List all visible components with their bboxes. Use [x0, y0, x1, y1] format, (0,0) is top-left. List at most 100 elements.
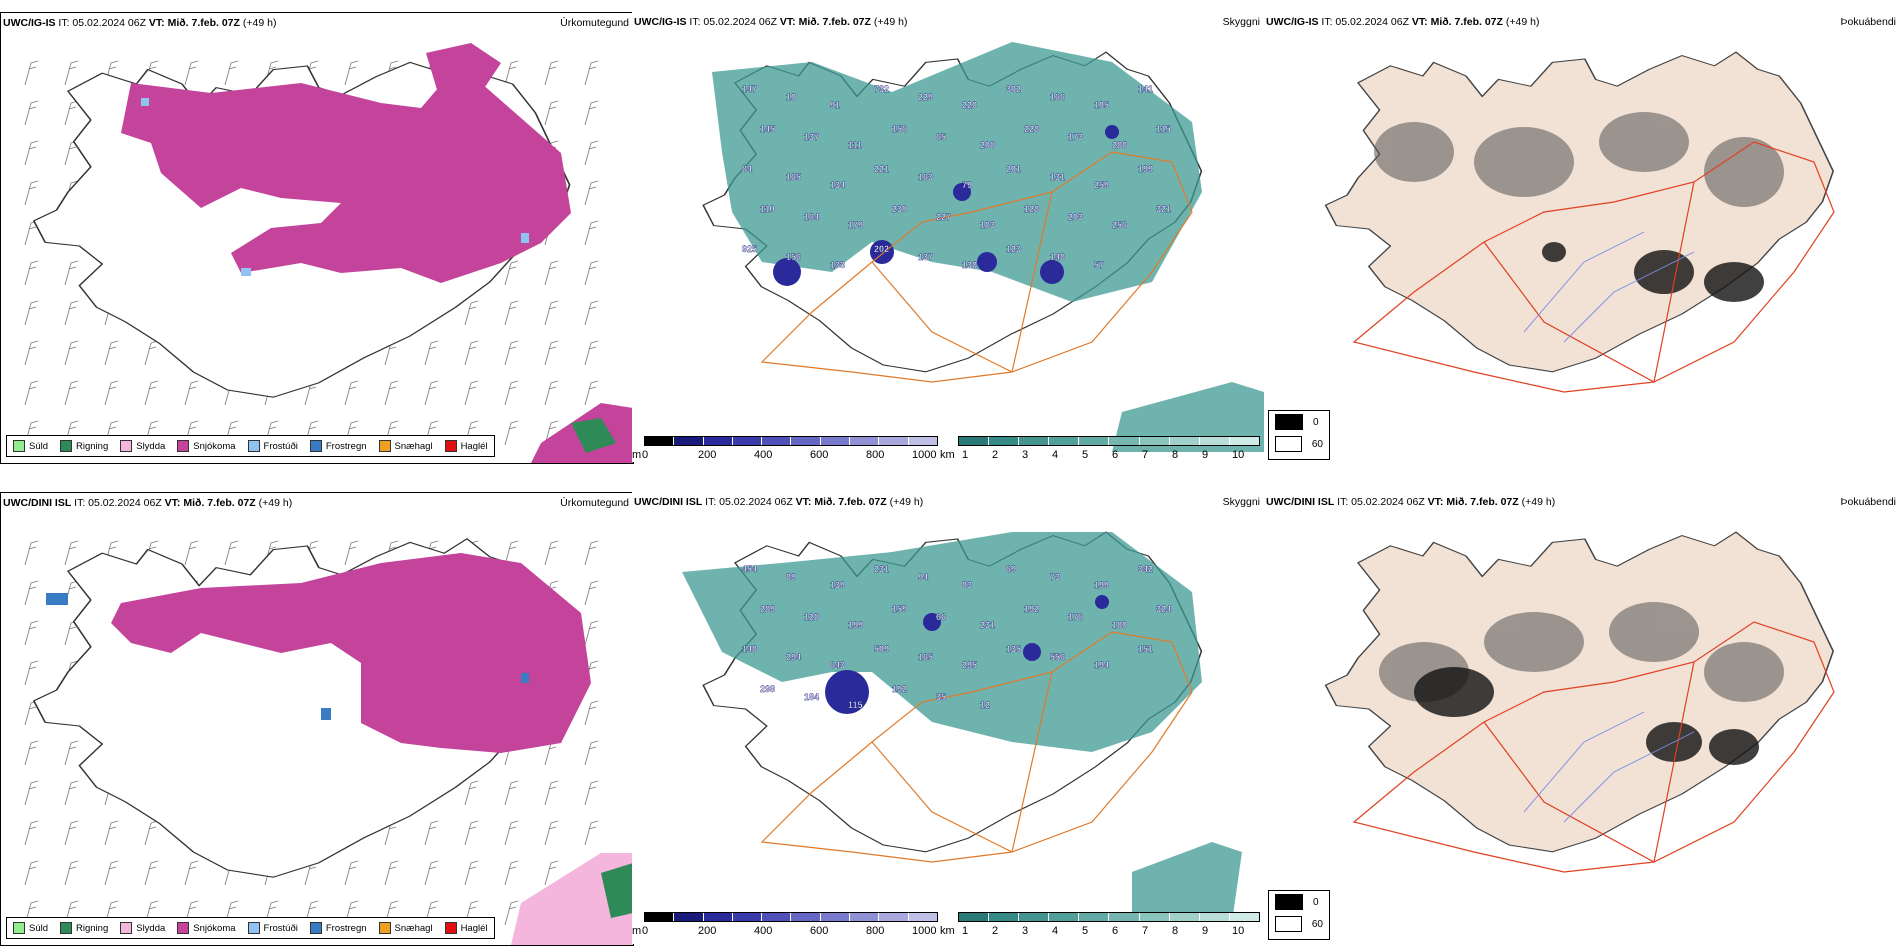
cloudbase-label: 137 [804, 132, 819, 142]
cbar-seg [1229, 913, 1259, 921]
cloudbase-label: 201 [1006, 164, 1021, 174]
legend-swatch [13, 440, 25, 452]
visibility-unit: km [940, 925, 955, 937]
wind-barb [144, 820, 159, 846]
wind-barb [544, 300, 559, 326]
cloudbase-label: 115 [1156, 124, 1171, 134]
visibility-tick: 10 [1232, 449, 1245, 461]
cbar-seg [959, 437, 990, 445]
legend-item: Snjókoma [177, 440, 236, 452]
rivers [1523, 231, 1695, 343]
cbar-seg [674, 437, 704, 445]
cloudbase-tick: 400 [754, 449, 773, 461]
cloudbase-label: 159 [892, 604, 907, 614]
wind-barb [504, 420, 519, 446]
cloudbase-label: 173 [1068, 132, 1083, 142]
legend-item: Snæhagl [378, 922, 433, 934]
wind-barb [64, 380, 79, 406]
legend-item: Frostregn [309, 440, 367, 452]
cloudbase-label: 128 [1024, 204, 1039, 214]
sea-precip [511, 853, 633, 945]
wind-barb [584, 140, 599, 166]
fog-dense [1542, 242, 1764, 302]
cbar-seg [1199, 913, 1230, 921]
cloudbase-label: 57 [1094, 260, 1104, 270]
wind-barb [504, 340, 519, 366]
cbar-seg [1139, 437, 1170, 445]
panel-title: Úrkomutegund [560, 17, 629, 29]
fog-swatch [1275, 894, 1303, 910]
visibility-tick: 4 [1052, 925, 1059, 937]
cloudbase-tick: 200 [698, 449, 717, 461]
cloudbase-label: 105 [1094, 100, 1109, 110]
visibility-colorbar [958, 436, 1260, 446]
wind-barb [144, 380, 159, 406]
cloudbase-unit: m [632, 449, 642, 461]
cloudbase-colorbar [644, 912, 938, 922]
visibility-tick: 7 [1142, 925, 1149, 937]
cloudbase-label: 66 [936, 612, 946, 622]
cloud-map: 1471091732229220302166105141145137111156… [632, 12, 1264, 462]
cbar-seg [1169, 913, 1200, 921]
cloudbase-label: 115 [848, 700, 863, 710]
wind-barb [424, 380, 439, 406]
panel-header: UWC/DINI ISL IT: 05.02.2024 06Z VT: Mið.… [1266, 496, 1556, 508]
visibility-tick: 2 [992, 449, 999, 461]
wind-barb [584, 700, 599, 726]
cloudbase-label: 156 [892, 124, 907, 134]
wind-barb [24, 540, 39, 566]
wind-barb [464, 340, 479, 366]
road-network [760, 151, 1193, 383]
cloudbase-tick: 800 [866, 925, 885, 937]
cloudbase-label: 138 [962, 260, 977, 270]
wind-barb [24, 260, 39, 286]
wind-barb [544, 340, 559, 366]
cloudbase-label: 208 [980, 140, 995, 150]
cloudbase-label: 184 [804, 692, 819, 702]
wind-barb [464, 780, 479, 806]
visibility-tick: 8 [1172, 925, 1179, 937]
legend-swatch [444, 922, 457, 934]
cloudbase-label: 164 [804, 212, 819, 222]
visibility-tick: 8 [1172, 449, 1179, 461]
cloudbase-tick: 400 [754, 925, 773, 937]
cloudbase-label: 135 [1006, 644, 1021, 654]
legend-item: Snæhagl [378, 440, 433, 452]
precip-map [1, 13, 633, 463]
wind-barb [584, 380, 599, 406]
visibility-colorbar [958, 912, 1260, 922]
cbar-seg [908, 913, 937, 921]
wind-barb [584, 300, 599, 326]
cloudbase-label: 454 [742, 564, 757, 574]
panel-title: Þokuábendi [1840, 496, 1896, 508]
visibility-tick: 5 [1082, 449, 1089, 461]
fog-swatch [1275, 916, 1302, 932]
fog-legend-row: 0 [1269, 411, 1329, 433]
wind-barb [584, 100, 599, 126]
cloudbase-label: 183 [980, 220, 995, 230]
wind-barb [104, 340, 119, 366]
cloudbase-tick: 0 [642, 925, 649, 937]
cloudbase-label: 342 [1138, 564, 1153, 574]
wind-barb [464, 820, 479, 846]
wind-barb [64, 60, 79, 86]
wind-barb [544, 540, 559, 566]
cbar-seg [645, 437, 675, 445]
wind-barb [504, 380, 519, 406]
cloudbase-areas [773, 125, 1119, 286]
legend-swatch [60, 440, 73, 452]
road-network [1352, 621, 1835, 873]
legend-item: Rigning [60, 440, 108, 452]
wind-barb [464, 300, 479, 326]
cbar-seg [645, 913, 675, 921]
cloudbase-label: 302 [1006, 84, 1021, 94]
cloudbase-colorbar [644, 436, 938, 446]
cloudbase-label: 199 [1094, 580, 1109, 590]
wind-barb [64, 820, 79, 846]
cloudbase-label: 202 [874, 244, 889, 254]
cloudbase-unit: m [632, 925, 642, 937]
cloudbase-label: 227 [936, 212, 951, 222]
cbar-seg [908, 437, 937, 445]
wind-barb [344, 540, 359, 566]
wind-barb [64, 860, 79, 886]
